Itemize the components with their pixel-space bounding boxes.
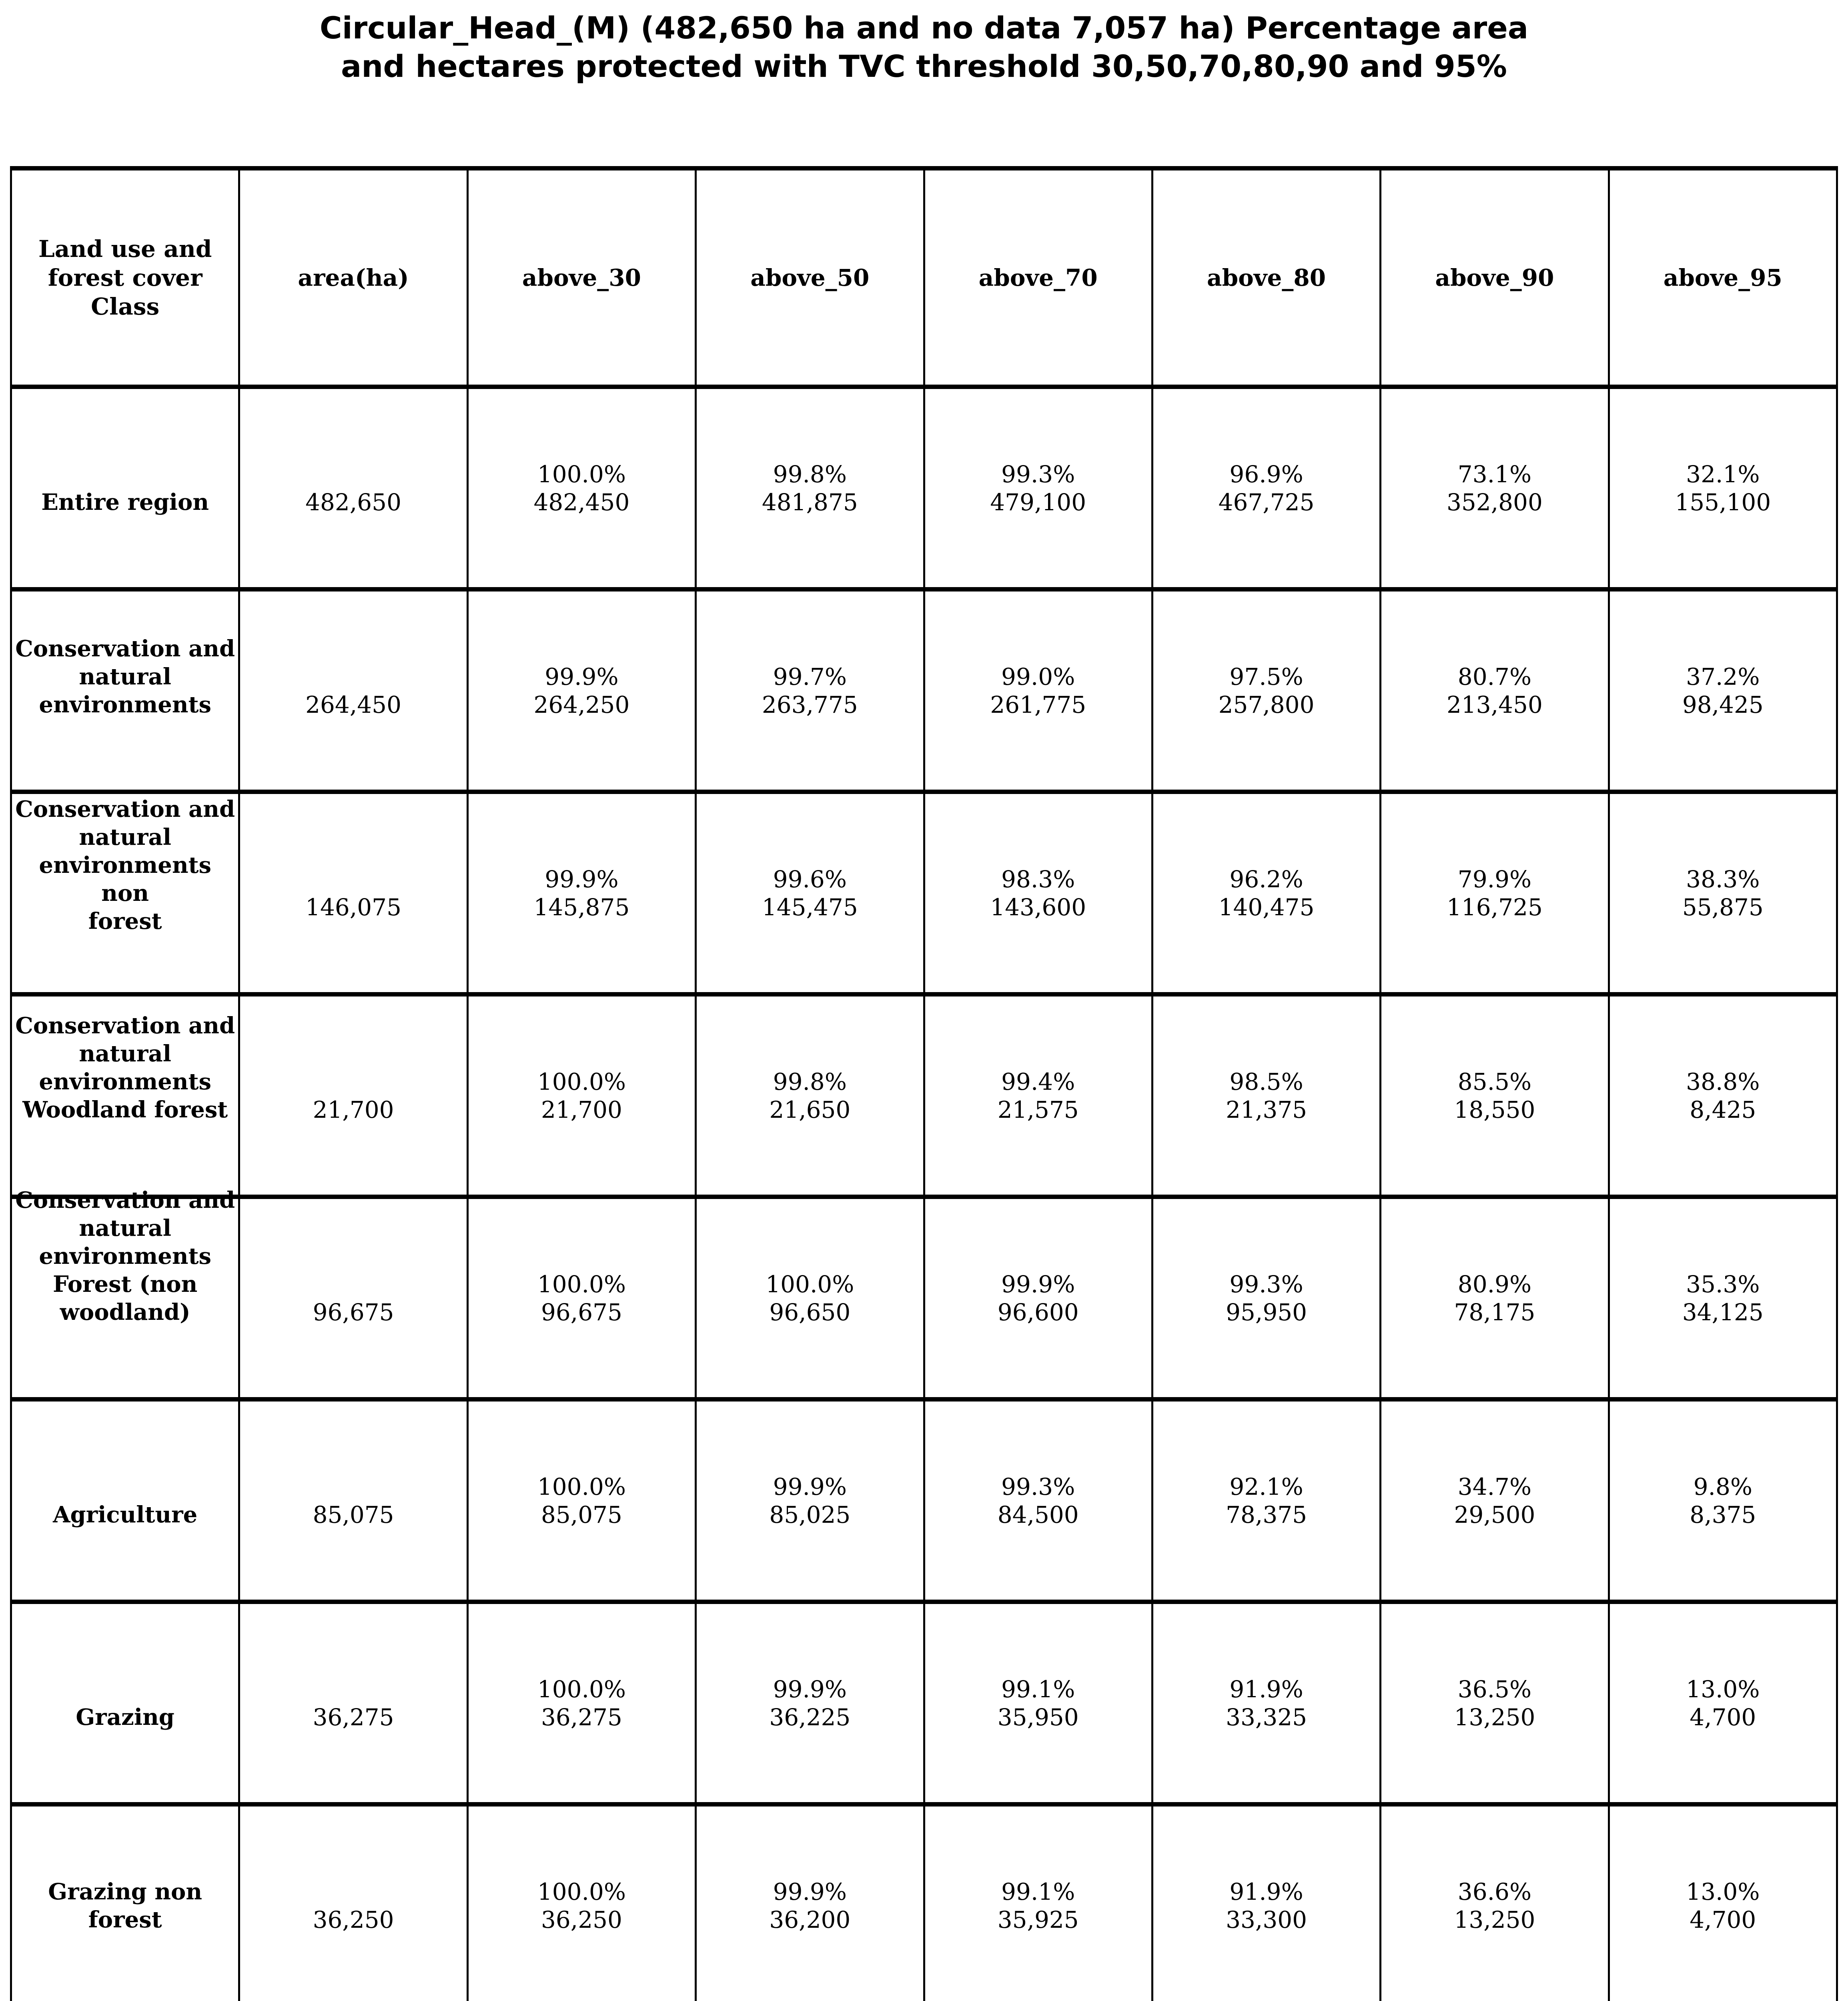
cell-class-label: Agriculture <box>12 1402 241 1600</box>
cell-above_95: 38.8% 8,425 <box>1686 1068 1760 1123</box>
table-row: Grazing non forest 36,250 100.0% 36,250 99.9%… <box>12 1802 1836 2001</box>
cell-above_30: 100.0% 36,250 <box>469 1807 697 2001</box>
table-header-row: Land use and forest cover Class area(ha) abo… <box>12 170 1836 385</box>
cell-above_30: 99.9% 264,250 <box>469 591 697 790</box>
cell-above_30: 100.0% 21,700 <box>469 996 697 1195</box>
cell-above_90: 85.5% 18,550 <box>1381 996 1610 1195</box>
table-row: Conservation and natural environments Woodl… <box>12 992 1836 1195</box>
header-above-50: above_50 <box>697 170 925 385</box>
header-above-80: above_80 <box>1153 170 1382 385</box>
cell-above_50: 99.8% 481,875 <box>697 389 925 587</box>
cell-class-label: Conservation and natural environments non f… <box>12 794 241 992</box>
cell-above_80: 96.9% 467,725 <box>1153 389 1382 587</box>
cell-above_30: 100.0% 482,450 <box>469 389 697 587</box>
cell-above_50: 99.9% 36,200 <box>697 1807 925 2001</box>
cell-area-ha: 146,075 <box>240 794 469 992</box>
cell-above_70: 99.3% 84,500 <box>925 1402 1153 1600</box>
cell-above_90: 80.9% 78,175 <box>1381 1199 1610 1397</box>
header-above-90: above_90 <box>1381 170 1610 385</box>
cell-above_90: 34.7% 29,500 <box>1381 1402 1610 1600</box>
cell-area-ha: 36,275 <box>240 1604 469 1802</box>
cell-above_30: 99.9% 145,875 <box>469 794 697 992</box>
cell-above_70: 99.4% 21,575 <box>925 996 1153 1195</box>
cell-class-label: Conservation and natural environments <box>12 591 241 790</box>
table-row: Conservation and natural environments Fores… <box>12 1187 1836 1397</box>
cell-above_50: 99.6% 145,475 <box>697 794 925 992</box>
cell-above_70: 98.3% 143,600 <box>925 794 1153 992</box>
cell-above_50: 99.8% 21,650 <box>697 996 925 1195</box>
cell-class-label: Grazing <box>12 1604 241 1802</box>
header-above-95: above_95 <box>1663 264 1782 291</box>
cell-above_80: 98.5% 21,375 <box>1153 996 1382 1195</box>
cell-above_70: 99.0% 261,775 <box>925 591 1153 790</box>
header-above-30: above_30 <box>469 170 697 385</box>
cell-above_30: 100.0% 85,075 <box>469 1402 697 1600</box>
cell-above_70: 99.1% 35,950 <box>925 1604 1153 1802</box>
cell-above_30: 100.0% 36,275 <box>469 1604 697 1802</box>
table-row: Grazing 36,275 100.0% 36,275 99.9% 36,225 99.1… <box>12 1600 1836 1802</box>
land-use-table: Land use and forest cover Class area(ha) abo… <box>10 166 1838 2001</box>
cell-above_90: 73.1% 352,800 <box>1381 389 1610 587</box>
table-row: Agriculture 85,075 100.0% 85,075 99.9% 85,025… <box>12 1397 1836 1600</box>
table-row: Conservation and natural environments 264,4… <box>12 587 1836 790</box>
cell-above_95: 35.3% 34,125 <box>1682 1270 1764 1326</box>
cell-above_50: 99.7% 263,775 <box>697 591 925 790</box>
cell-area-ha: 482,650 <box>240 389 469 587</box>
header-above-70: above_70 <box>925 170 1153 385</box>
cell-above_95: 37.2% 98,425 <box>1682 663 1764 718</box>
cell-above_95: 9.8% 8,375 <box>1690 1473 1756 1528</box>
cell-area-ha: 21,700 <box>240 996 469 1195</box>
cell-area-ha: 96,675 <box>240 1199 469 1397</box>
chart-title-line1: Circular_Head_(M) (482,650 ha and no dat… <box>319 10 1529 46</box>
cell-class-label: Conservation and natural environments Fores… <box>12 1187 241 1397</box>
cell-class-label: Conservation and natural environments Woodl… <box>12 996 241 1195</box>
cell-area-ha: 264,450 <box>240 591 469 790</box>
cell-above_95: 38.3% 55,875 <box>1682 865 1764 921</box>
chart-title-line2: and hectares protected with TVC threshol… <box>341 48 1507 84</box>
cell-above_80: 92.1% 78,375 <box>1153 1402 1382 1600</box>
cell-above_90: 80.7% 213,450 <box>1381 591 1610 790</box>
cell-above_90: 36.6% 13,250 <box>1381 1807 1610 2001</box>
cell-above_90: 79.9% 116,725 <box>1381 794 1610 992</box>
cell-above_80: 99.3% 95,950 <box>1153 1199 1382 1397</box>
cell-above_95: 32.1% 155,100 <box>1675 460 1771 516</box>
cell-above_50: 99.9% 85,025 <box>697 1402 925 1600</box>
header-land-use-class: Land use and forest cover Class <box>12 170 241 385</box>
chart-title: Circular_Head_(M) (482,650 ha and no dat… <box>0 9 1848 86</box>
cell-area-ha: 85,075 <box>240 1402 469 1600</box>
cell-above_80: 96.2% 140,475 <box>1153 794 1382 992</box>
cell-above_70: 99.3% 479,100 <box>925 389 1153 587</box>
cell-above_95: 13.0% 4,700 <box>1686 1675 1760 1731</box>
cell-class-label: Entire region <box>12 389 241 587</box>
cell-above_90: 36.5% 13,250 <box>1381 1604 1610 1802</box>
cell-area-ha: 36,250 <box>240 1807 469 2001</box>
header-area-ha-: area(ha) <box>240 170 469 385</box>
cell-above_70: 99.9% 96,600 <box>925 1199 1153 1397</box>
cell-above_80: 97.5% 257,800 <box>1153 591 1382 790</box>
cell-above_80: 91.9% 33,300 <box>1153 1807 1382 2001</box>
cell-above_50: 99.9% 36,225 <box>697 1604 925 1802</box>
cell-class-label: Grazing non forest <box>12 1807 241 2001</box>
cell-above_70: 99.1% 35,925 <box>925 1807 1153 2001</box>
cell-above_95: 13.0% 4,700 <box>1686 1878 1760 1933</box>
cell-above_50: 100.0% 96,650 <box>697 1199 925 1397</box>
cell-above_30: 100.0% 96,675 <box>469 1199 697 1397</box>
table-row: Entire region 482,650 100.0% 482,450 99.8% 48… <box>12 385 1836 587</box>
cell-above_80: 91.9% 33,325 <box>1153 1604 1382 1802</box>
table-row: Conservation and natural environments non f… <box>12 790 1836 992</box>
